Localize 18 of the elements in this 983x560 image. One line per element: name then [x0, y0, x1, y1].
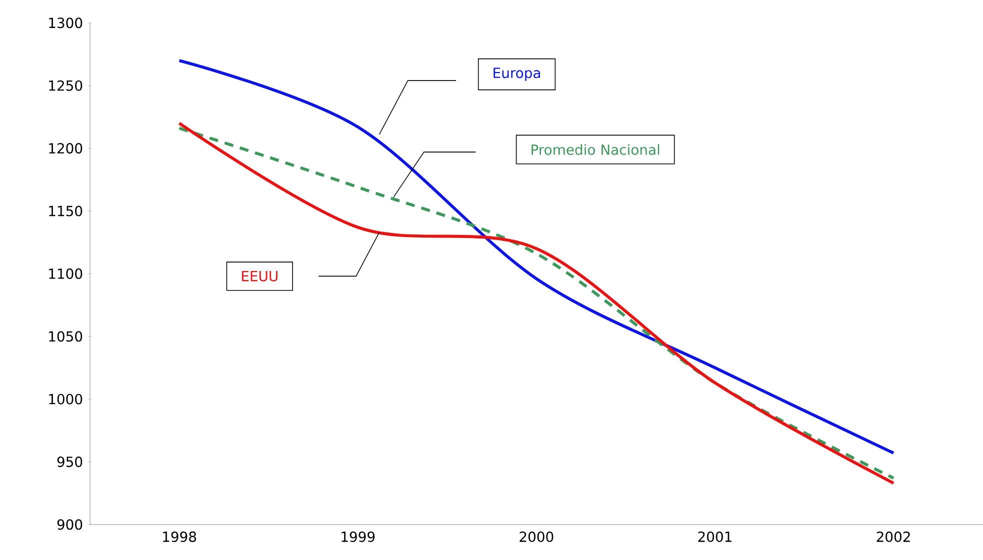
- y-tick-label: 900: [57, 519, 82, 530]
- y-tick-label: 1000: [49, 394, 82, 404]
- x-tick-label: 2002: [876, 531, 910, 542]
- y-tick-label: 1200: [49, 142, 82, 154]
- text: EEUU: [242, 270, 278, 282]
- y-tick-label: 950: [57, 456, 82, 467]
- line-series: [178, 58, 896, 454]
- x-tick-label: 2000: [520, 531, 554, 542]
- y-tick-label: 1250: [49, 80, 82, 91]
- x-tick-label: 1999: [342, 531, 375, 542]
- x-tick-label: 1998: [163, 531, 196, 542]
- text: Europa: [494, 68, 540, 81]
- x-tick-label: 2001: [698, 531, 732, 542]
- y-tick-label: 1050: [49, 330, 82, 342]
- y-tick-label: 1300: [49, 17, 82, 28]
- y-tick-label: 1150: [49, 206, 82, 216]
- text: Promedio Nacional: [532, 144, 660, 155]
- y-tick-label: 1100: [49, 268, 82, 279]
